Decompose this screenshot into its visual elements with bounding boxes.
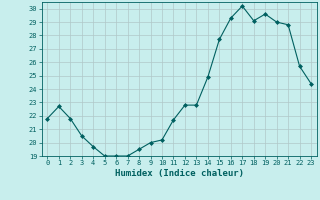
X-axis label: Humidex (Indice chaleur): Humidex (Indice chaleur)	[115, 169, 244, 178]
